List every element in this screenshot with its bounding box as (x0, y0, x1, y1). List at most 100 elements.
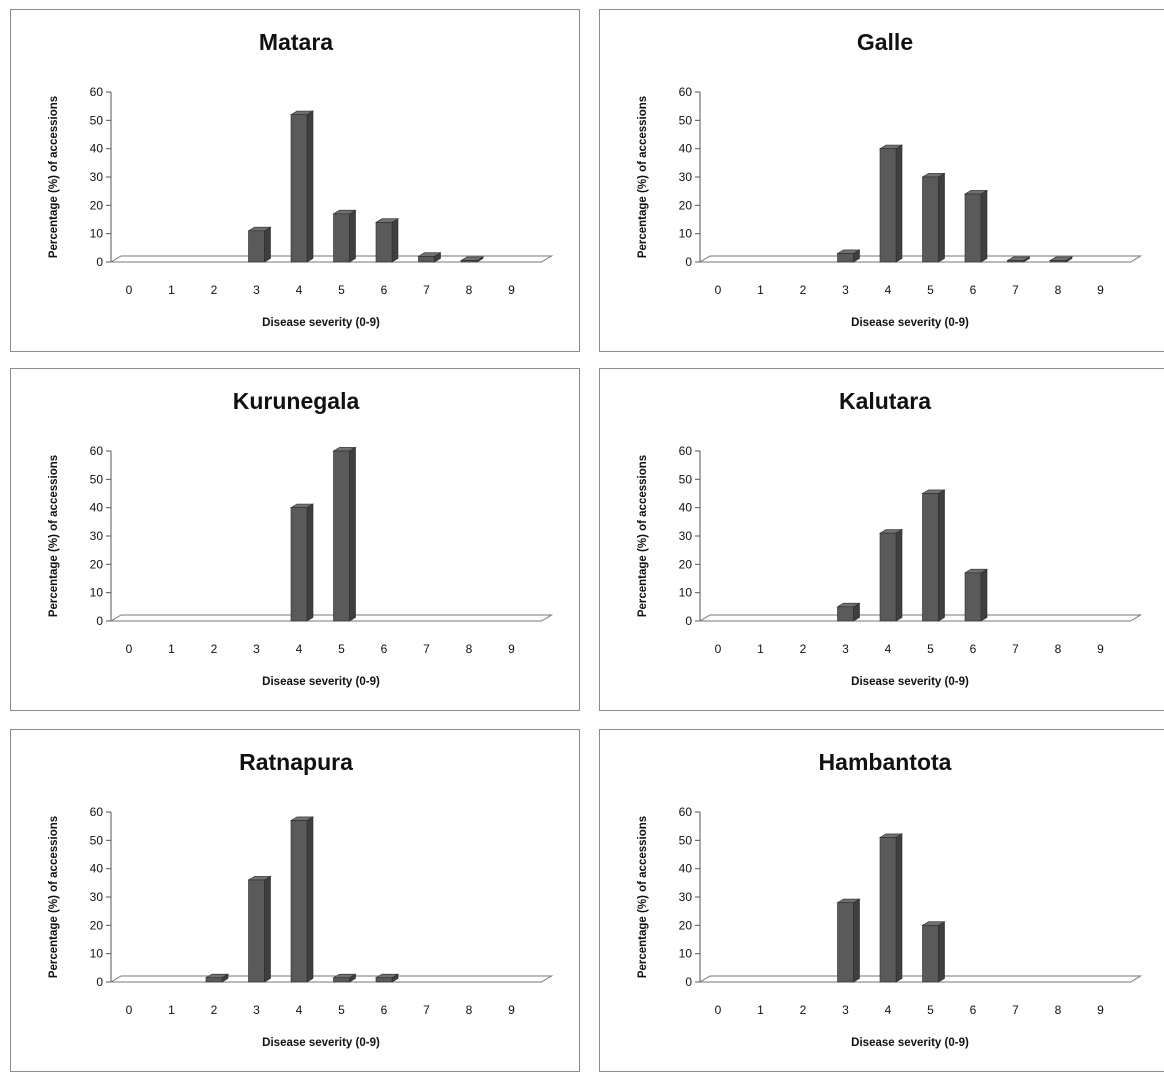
bar (921, 489, 946, 622)
y-tick-label: 0 (96, 614, 103, 628)
x-tick-label: 0 (126, 1003, 133, 1017)
x-tick-label: 4 (885, 642, 892, 656)
bar (332, 973, 357, 983)
chart-title: Galle (857, 29, 913, 55)
bar-side-face (306, 110, 314, 263)
x-tick-label: 5 (338, 642, 345, 656)
x-tick-label: 0 (126, 642, 133, 656)
bar-side-face (264, 226, 271, 263)
bar-front-face (248, 879, 265, 983)
bar-front-face (205, 977, 223, 983)
y-axis-label: Percentage (%) of accessions (48, 455, 60, 617)
bar-side-face (895, 529, 903, 622)
x-tick-label: 8 (1055, 642, 1062, 656)
y-tick-label: 30 (90, 529, 104, 543)
y-tick-label: 50 (679, 472, 693, 486)
y-tick-label: 20 (679, 198, 693, 212)
bar-side-face (980, 568, 988, 622)
bar (1048, 256, 1074, 263)
y-axis-label: Percentage (%) of accessions (48, 816, 60, 978)
x-tick-label: 8 (466, 1003, 473, 1017)
x-tick-label: 9 (508, 283, 515, 297)
y-axis-label: Percentage (%) of accessions (637, 96, 649, 258)
bar-front-face (418, 256, 435, 263)
x-tick-label: 8 (1055, 283, 1062, 297)
bar (878, 144, 904, 263)
x-tick-label: 1 (168, 642, 175, 656)
x-tick-label: 1 (757, 642, 764, 656)
x-tick-label: 2 (800, 1003, 807, 1017)
y-tick-label: 20 (679, 918, 693, 932)
y-tick-label: 60 (679, 805, 693, 819)
x-tick-label: 6 (970, 283, 977, 297)
bar-front-face (1049, 260, 1067, 263)
y-tick-label: 20 (90, 557, 104, 571)
x-tick-label: 7 (1012, 283, 1019, 297)
bar-front-face (375, 977, 393, 983)
x-axis-label: Disease severity (0-9) (262, 1037, 380, 1049)
chart-panel-ratnapura: Ratnapura 0 10 20 30 40 50 60 Percentage (%) of … (10, 729, 580, 1072)
bar-front-face (333, 213, 350, 263)
x-axis-label: Disease severity (0-9) (851, 676, 969, 688)
bar-front-face (837, 606, 854, 622)
bar (332, 209, 357, 263)
x-tick-label: 4 (296, 642, 303, 656)
y-tick-label: 10 (679, 947, 693, 961)
x-tick-label: 0 (715, 642, 722, 656)
chart-title: Kalutara (839, 388, 931, 414)
chart-title: Ratnapura (239, 749, 353, 775)
chart-floor (109, 614, 554, 622)
y-axis-label: Percentage (%) of accessions (48, 96, 60, 258)
y-tick-label: 10 (90, 586, 104, 600)
bar-front-face (333, 450, 350, 622)
bar (921, 921, 946, 983)
chart-floor (109, 975, 554, 983)
y-tick-label: 40 (679, 501, 693, 515)
bar (1006, 256, 1031, 263)
x-tick-label: 0 (126, 283, 133, 297)
bar (459, 256, 485, 263)
chart-title: Matara (259, 29, 333, 55)
x-tick-label: 0 (715, 283, 722, 297)
bar-side-face (306, 816, 314, 983)
x-tick-label: 9 (1097, 1003, 1104, 1017)
x-tick-label: 2 (211, 283, 218, 297)
x-tick-label: 0 (715, 1003, 722, 1017)
x-tick-label: 8 (1055, 1003, 1062, 1017)
y-tick-label: 50 (90, 113, 104, 127)
bar (878, 529, 904, 622)
x-tick-label: 7 (423, 1003, 430, 1017)
bar-front-face (248, 230, 265, 263)
x-tick-label: 6 (381, 283, 388, 297)
x-tick-label: 9 (1097, 642, 1104, 656)
y-tick-label: 20 (90, 918, 104, 932)
y-tick-label: 50 (679, 833, 693, 847)
bar-front-face (375, 222, 393, 263)
x-tick-label: 4 (885, 283, 892, 297)
y-tick-label: 0 (96, 255, 103, 269)
bar (374, 973, 400, 983)
bar-front-face (922, 493, 939, 622)
y-axis-label: Percentage (%) of accessions (637, 455, 649, 617)
y-tick-label: 40 (90, 501, 104, 515)
y-tick-label: 10 (679, 586, 693, 600)
bar (963, 189, 989, 263)
bar (878, 833, 904, 983)
bar-front-face (922, 176, 939, 263)
bar (921, 172, 946, 263)
x-tick-label: 4 (885, 1003, 892, 1017)
bar (204, 973, 230, 983)
chart-title: Hambantota (819, 749, 952, 775)
bar-front-face (333, 977, 350, 983)
bar-side-face (938, 921, 945, 983)
y-tick-label: 50 (679, 113, 693, 127)
x-tick-label: 7 (423, 642, 430, 656)
x-tick-label: 5 (338, 283, 345, 297)
x-tick-label: 3 (253, 283, 260, 297)
bar-side-face (895, 144, 903, 263)
bar (289, 503, 315, 622)
bar (963, 568, 989, 622)
bar (332, 446, 357, 622)
